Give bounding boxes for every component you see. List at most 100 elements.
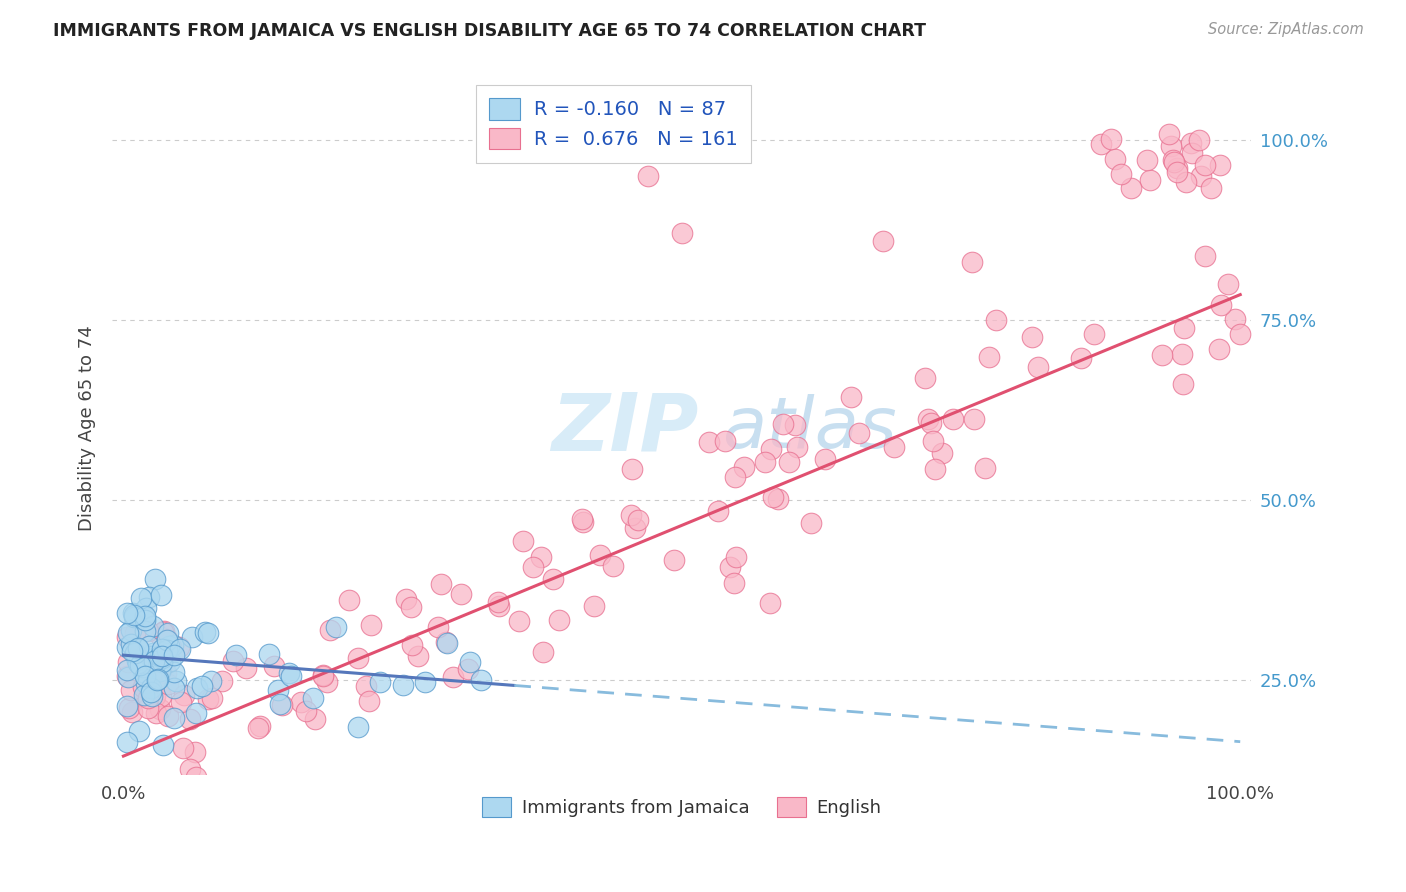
Point [125,653,148,667]
Point [399,599,422,614]
Point [486,595,509,609]
Point [1099,132,1122,146]
Point [457,662,479,676]
Point [150,648,173,663]
Point [347,650,370,665]
Point [132,660,155,674]
Point [458,655,481,669]
Point [163,648,186,662]
Point [1194,158,1216,172]
Text: Source: ZipAtlas.com: Source: ZipAtlas.com [1208,22,1364,37]
Point [169,642,191,657]
Point [360,617,382,632]
Point [883,440,905,454]
Point [269,698,291,712]
Point [138,591,160,605]
Point [135,601,157,615]
Point [115,606,138,620]
Point [316,674,339,689]
Point [143,689,166,703]
Point [128,644,150,658]
Point [401,638,423,652]
Point [395,591,418,606]
Point [778,455,800,469]
Point [589,549,612,563]
Point [359,694,381,708]
Point [197,626,219,640]
Point [1159,128,1181,142]
Point [121,644,143,658]
Point [758,596,780,610]
Point [118,701,141,715]
Point [139,681,162,696]
Point [184,796,207,810]
Point [325,620,347,634]
Point [759,442,782,457]
Point [267,683,290,698]
Point [522,560,544,574]
Point [924,461,946,475]
Point [1199,181,1222,195]
Point [337,593,360,607]
Point [294,704,316,718]
Point [142,667,165,681]
Point [141,684,163,698]
Point [159,654,181,668]
Point [225,648,247,662]
Point [1139,173,1161,187]
Point [872,234,894,248]
Point [1136,153,1159,167]
Point [134,608,156,623]
Point [512,533,534,548]
Point [135,689,157,703]
Point [979,350,1001,364]
Point [772,417,794,432]
Point [839,390,862,404]
Point [441,670,464,684]
Point [155,665,177,680]
Point [1194,249,1216,263]
Point [150,651,173,665]
Point [120,623,142,637]
Point [723,576,745,591]
Point [707,504,730,518]
Point [800,516,823,531]
Point [117,669,139,683]
Point [813,451,835,466]
Text: IMMIGRANTS FROM JAMAICA VS ENGLISH DISABILITY AGE 65 TO 74 CORRELATION CHART: IMMIGRANTS FROM JAMAICA VS ENGLISH DISAB… [53,22,927,40]
Point [319,624,342,638]
Point [602,558,624,573]
Point [1026,360,1049,375]
Point [122,606,145,620]
Point [1166,161,1188,175]
Point [733,459,755,474]
Point [150,630,173,644]
Point [450,587,472,601]
Point [200,673,222,688]
Text: ZIP: ZIP [551,389,699,467]
Point [662,553,685,567]
Point [302,691,325,706]
Point [134,689,156,703]
Point [197,692,219,706]
Point [718,560,741,574]
Point [1109,167,1132,181]
Point [942,412,965,426]
Y-axis label: Disability Age 65 to 74: Disability Age 65 to 74 [79,326,96,531]
Point [436,636,458,650]
Point [247,721,270,735]
Legend: Immigrants from Jamaica, English: Immigrants from Jamaica, English [475,789,889,824]
Point [786,440,808,454]
Point [391,678,413,692]
Point [150,641,173,656]
Point [922,434,945,449]
Point [470,673,492,688]
Point [530,549,553,564]
Point [120,637,142,651]
Point [141,669,163,683]
Point [211,673,233,688]
Point [766,492,789,507]
Point [150,663,173,677]
Point [115,734,138,748]
Point [571,512,593,526]
